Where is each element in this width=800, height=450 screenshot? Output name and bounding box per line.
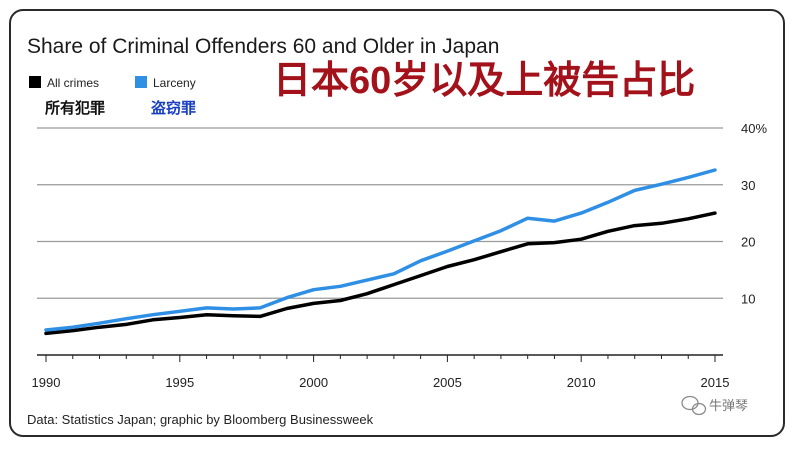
chart-frame: Share of Criminal Offenders 60 and Older…: [9, 9, 785, 437]
legend-label-all-crimes-cn: 所有犯罪: [45, 99, 105, 117]
x-tick-label: 1990: [32, 375, 61, 390]
wechat-icon: [681, 395, 707, 416]
source-note: Data: Statistics Japan; graphic by Bloom…: [27, 412, 374, 427]
series-layer: [44, 168, 717, 336]
legend-label-larceny: Larceny: [153, 76, 196, 90]
legend-label-larceny-cn: 盗窃罪: [151, 99, 196, 117]
legend-swatch-larceny: [135, 76, 147, 88]
axis-layer: [37, 354, 723, 362]
watermark: 牛弹琴: [681, 395, 748, 416]
tick-label-layer: 10 20 30 40% 1990 1995 2000 2005 2010 2015: [32, 121, 768, 390]
y-tick-label: 30: [741, 178, 755, 193]
chinese-title: 日本60岁以及上被告占比: [273, 60, 695, 102]
x-tick-label: 2015: [701, 375, 730, 390]
y-tick-label: 20: [741, 235, 755, 250]
chart-title: Share of Criminal Offenders 60 and Older…: [27, 35, 499, 58]
legend-swatch-all-crimes: [29, 76, 41, 88]
watermark-text: 牛弹琴: [709, 398, 748, 413]
y-tick-label: 40%: [741, 121, 767, 136]
legend-label-all-crimes: All crimes: [47, 76, 99, 90]
grid-layer: [37, 127, 723, 299]
x-tick-label: 2005: [433, 375, 462, 390]
x-tick-label: 1995: [165, 375, 194, 390]
series-line-all-crimes: [44, 211, 717, 336]
x-tick-label: 2010: [567, 375, 596, 390]
chart-svg: Share of Criminal Offenders 60 and Older…: [27, 35, 768, 427]
x-tick-label: 2000: [299, 375, 328, 390]
series-line-larceny: [44, 168, 717, 332]
y-tick-label: 10: [741, 291, 755, 306]
